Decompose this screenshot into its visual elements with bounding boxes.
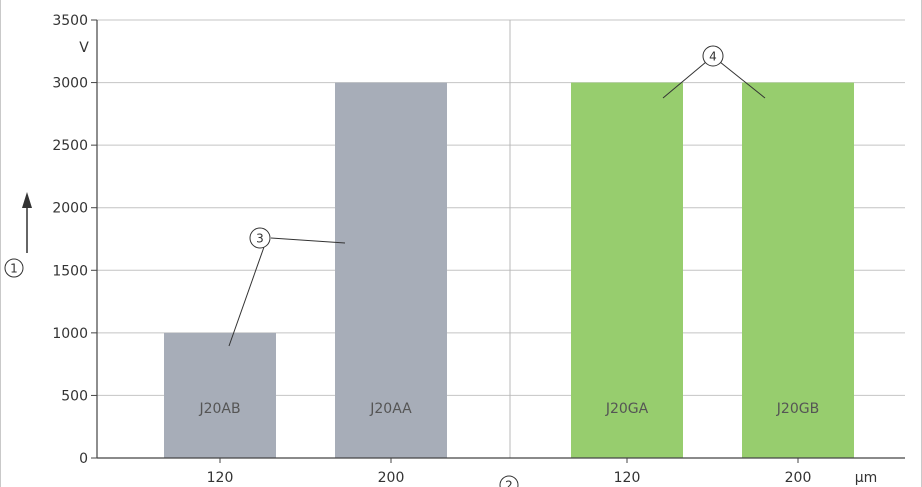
x-tick-label: 120 <box>207 470 234 486</box>
y-tick-label: 2000 <box>52 201 88 217</box>
y-unit-label: V <box>79 40 89 56</box>
y-tick-label: 1000 <box>52 326 88 342</box>
callout-3-leader-b <box>270 237 346 244</box>
x-tick-label: 200 <box>378 470 405 486</box>
y-tick-labels: 0 500 1000 1500 2000 2500 3000 3500 <box>52 13 97 467</box>
bar-label: J20GA <box>605 401 649 417</box>
bar-label: J20AA <box>369 401 412 417</box>
x-unit-label: µm <box>855 470 878 486</box>
x-tick-labels: 120 200 120 200 <box>207 458 812 486</box>
bar-label: J20AB <box>198 401 240 417</box>
bar-label: J20GB <box>776 401 819 417</box>
y-tick-label: 3000 <box>52 76 88 92</box>
y-axis-arrow <box>22 192 32 253</box>
y-tick-label: 1500 <box>52 263 88 279</box>
callout-3-leader-a <box>228 246 265 347</box>
bar-j20ga <box>571 82 683 459</box>
callout-3: 3 <box>228 227 346 347</box>
callout-3-text: 3 <box>256 232 264 246</box>
y-tick-label: 2500 <box>52 138 88 154</box>
bar-j20aa <box>335 82 447 459</box>
callout-4-text: 4 <box>709 50 717 64</box>
y-tick-label: 0 <box>79 451 88 467</box>
y-tick-label: 500 <box>61 388 88 404</box>
callout-4: 4 <box>662 45 766 99</box>
bar-j20gb <box>742 82 854 459</box>
callout-1: 1 <box>4 258 24 278</box>
bars: J20AB J20AA J20GA J20GB <box>164 82 854 459</box>
callout-4-leader-a <box>662 61 707 99</box>
callout-4-leader-b <box>719 61 766 99</box>
x-tick-label: 200 <box>785 470 812 486</box>
x-tick-label: 120 <box>614 470 641 486</box>
callout-2: 2 <box>499 475 519 487</box>
bar-j20ab <box>164 332 276 458</box>
callout-1-text: 1 <box>10 262 18 276</box>
y-tick-label: 3500 <box>52 13 88 29</box>
callout-2-text: 2 <box>505 479 513 487</box>
